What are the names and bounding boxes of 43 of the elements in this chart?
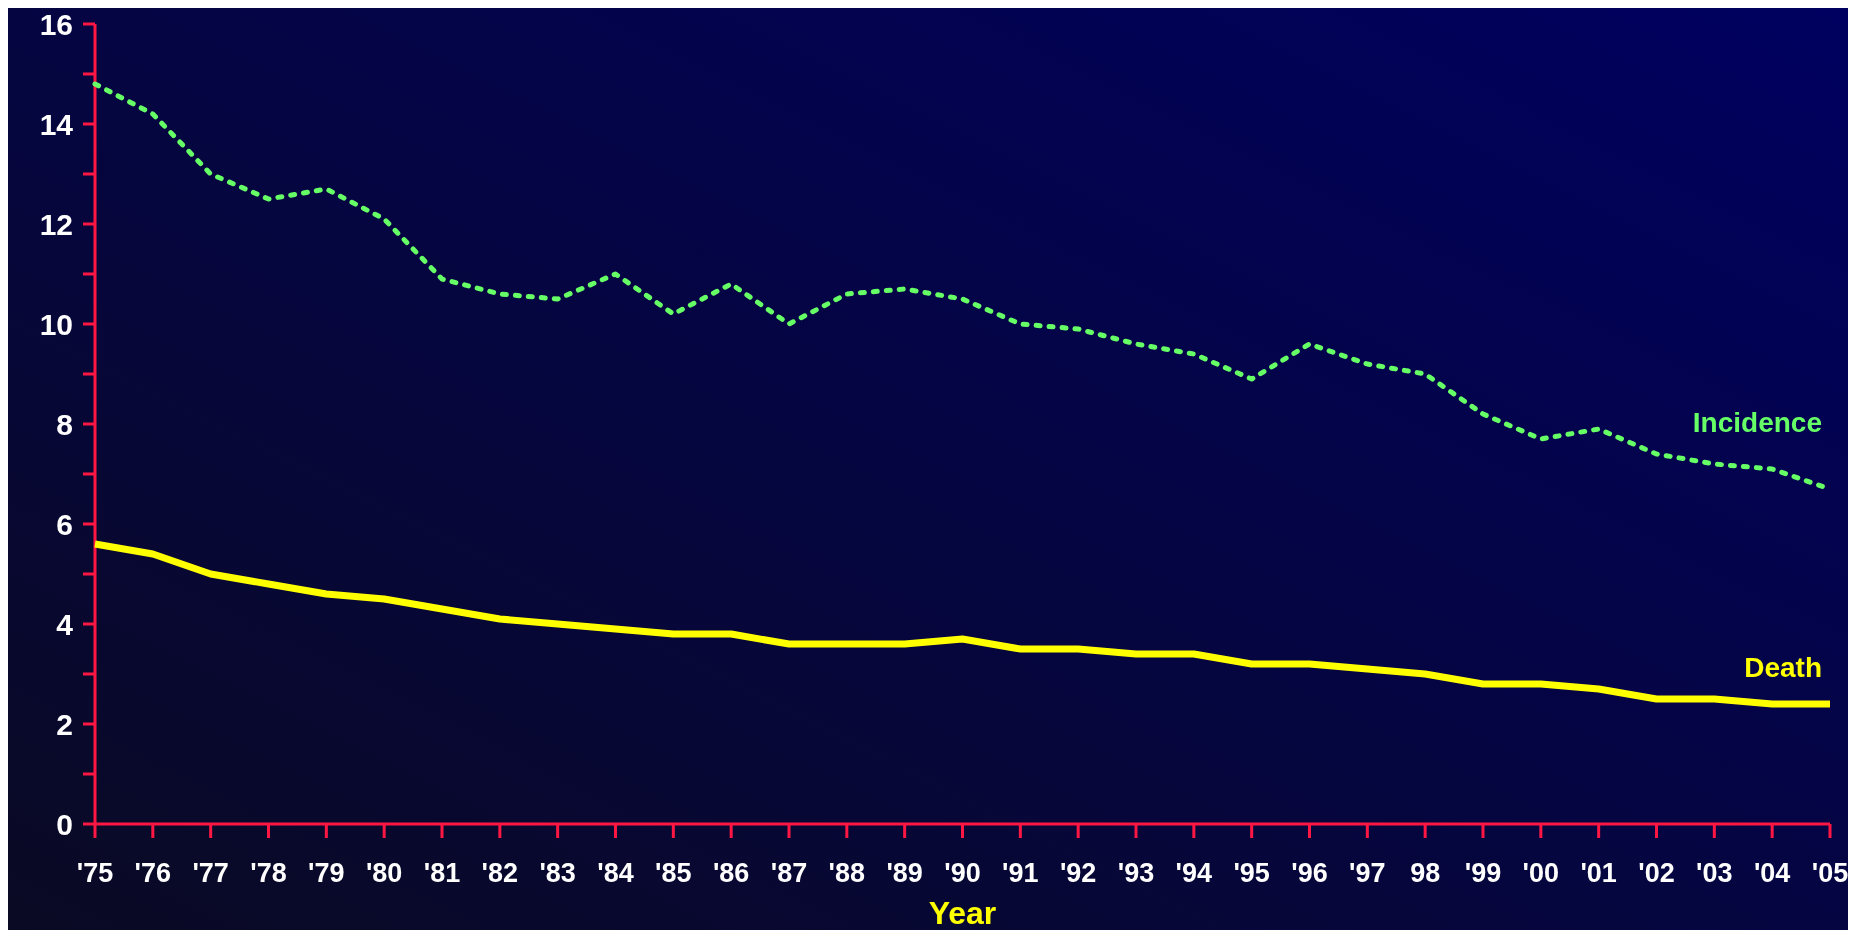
x-tick-label: '03 — [1696, 858, 1733, 888]
x-tick-label: '93 — [1117, 858, 1155, 888]
x-tick-label: '83 — [539, 858, 576, 888]
x-tick-label: '89 — [886, 858, 923, 888]
x-tick-label: '84 — [597, 858, 634, 888]
x-tick-label: '01 — [1580, 858, 1617, 888]
x-tick-label: '94 — [1175, 858, 1213, 888]
x-tick-label: '76 — [134, 858, 172, 888]
y-tick-label: 4 — [56, 607, 74, 641]
x-tick-label: '88 — [828, 858, 866, 888]
x-tick-label: '75 — [76, 858, 114, 888]
x-tick-label: '92 — [1059, 858, 1097, 888]
series-label: Death — [1744, 652, 1822, 683]
x-tick-label: '96 — [1291, 858, 1328, 888]
x-tick-label: '85 — [655, 858, 692, 888]
x-tick-label: '91 — [1002, 858, 1039, 888]
y-tick-label: 16 — [39, 7, 73, 41]
y-tick-label: 2 — [56, 707, 73, 741]
series-label: Incidence — [1692, 407, 1822, 438]
x-tick-label: '05 — [1811, 858, 1849, 888]
x-tick-label: '90 — [944, 858, 981, 888]
x-tick-label: 98 — [1410, 858, 1441, 888]
y-tick-label: 6 — [56, 507, 73, 541]
x-tick-label: '86 — [712, 858, 750, 888]
x-tick-label: '97 — [1349, 858, 1386, 888]
y-tick-label: 8 — [56, 407, 73, 441]
y-tick-label: 10 — [39, 307, 73, 341]
x-tick-label: '04 — [1753, 858, 1791, 888]
x-axis-title: Year — [928, 895, 997, 931]
x-tick-label: '00 — [1522, 858, 1560, 888]
y-tick-label: 12 — [39, 207, 73, 241]
x-tick-label: '95 — [1233, 858, 1270, 888]
x-tick-label: '82 — [481, 858, 519, 888]
x-tick-label: '80 — [365, 858, 403, 888]
x-tick-label: '78 — [250, 858, 287, 888]
x-tick-label: '02 — [1638, 858, 1675, 888]
y-tick-label: 14 — [39, 107, 74, 141]
x-tick-label: '87 — [770, 858, 808, 888]
x-tick-label: '79 — [308, 858, 345, 888]
x-tick-label: '77 — [192, 858, 229, 888]
x-tick-label: '99 — [1464, 858, 1502, 888]
y-tick-label: 0 — [56, 807, 73, 841]
x-tick-label: '81 — [423, 858, 461, 888]
